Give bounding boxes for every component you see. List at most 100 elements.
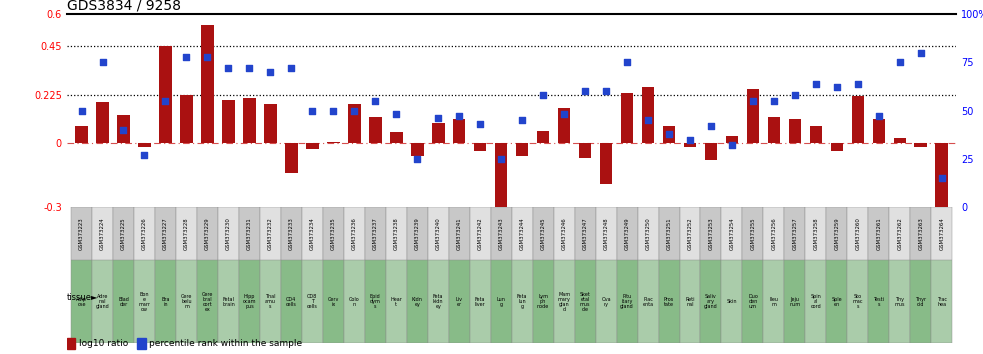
Text: GSM373254: GSM373254 xyxy=(729,217,734,250)
Text: GSM373237: GSM373237 xyxy=(373,217,377,250)
Text: percentile rank within the sample: percentile rank within the sample xyxy=(149,339,302,348)
Bar xyxy=(747,89,759,143)
Text: Cerv
ix: Cerv ix xyxy=(327,297,339,307)
Text: Lun
g: Lun g xyxy=(496,297,505,307)
Bar xyxy=(239,260,260,343)
Text: CD8
T
cells: CD8 T cells xyxy=(307,294,318,309)
Text: Thyr
oid: Thyr oid xyxy=(915,297,926,307)
Bar xyxy=(180,95,193,143)
Point xyxy=(388,112,404,117)
Text: Bon
e
marr
ow: Bon e marr ow xyxy=(139,292,150,312)
Bar xyxy=(788,119,801,143)
Text: GSM373244: GSM373244 xyxy=(520,217,525,250)
Bar xyxy=(847,260,868,343)
Bar xyxy=(134,207,155,260)
Point xyxy=(640,118,656,123)
Bar xyxy=(390,132,403,143)
Text: Thal
amu
s: Thal amu s xyxy=(264,294,276,309)
Bar xyxy=(428,207,448,260)
Point xyxy=(242,65,258,71)
Text: Adre
nal
gland: Adre nal gland xyxy=(95,294,109,309)
Point xyxy=(934,175,950,181)
Bar xyxy=(810,126,822,143)
Bar xyxy=(851,96,864,143)
Bar xyxy=(155,207,176,260)
Point xyxy=(493,156,509,162)
Bar xyxy=(139,143,150,147)
Point xyxy=(179,54,195,59)
Bar xyxy=(197,207,218,260)
Bar xyxy=(553,207,575,260)
Bar xyxy=(659,207,679,260)
Point xyxy=(892,59,907,65)
Bar xyxy=(701,207,722,260)
Bar xyxy=(428,260,448,343)
Point xyxy=(536,92,551,98)
Bar xyxy=(448,207,470,260)
Bar xyxy=(71,260,92,343)
Point xyxy=(200,54,215,59)
Point xyxy=(871,114,887,119)
Bar xyxy=(642,87,655,143)
Point xyxy=(913,50,929,56)
Bar xyxy=(890,260,910,343)
Point xyxy=(724,143,740,148)
Text: GSM373247: GSM373247 xyxy=(583,217,588,250)
Bar xyxy=(722,260,742,343)
Point xyxy=(451,114,467,119)
Point xyxy=(116,127,132,133)
Bar xyxy=(344,260,365,343)
Text: Ileu
m: Ileu m xyxy=(770,297,779,307)
Bar xyxy=(302,207,322,260)
Bar xyxy=(243,98,256,143)
Text: GSM373256: GSM373256 xyxy=(772,217,777,250)
Bar xyxy=(600,143,612,183)
Point xyxy=(599,88,614,94)
Bar xyxy=(511,207,533,260)
Point xyxy=(472,121,488,127)
Text: Blad
der: Blad der xyxy=(118,297,129,307)
Text: GSM373236: GSM373236 xyxy=(352,217,357,250)
Bar xyxy=(491,260,511,343)
Text: Adip
ose: Adip ose xyxy=(76,297,87,307)
Bar xyxy=(931,260,953,343)
Bar xyxy=(202,25,213,143)
Bar xyxy=(557,108,570,143)
Text: GSM373225: GSM373225 xyxy=(121,217,126,250)
Text: Lym
ph
node: Lym ph node xyxy=(537,294,549,309)
Bar xyxy=(260,207,281,260)
Text: GSM373241: GSM373241 xyxy=(457,217,462,250)
Text: GSM373245: GSM373245 xyxy=(541,217,546,250)
Point xyxy=(74,108,89,114)
Text: Cere
bral
cort
ex: Cere bral cort ex xyxy=(202,292,213,312)
Bar xyxy=(910,260,931,343)
Text: GSM373240: GSM373240 xyxy=(435,217,440,250)
Bar xyxy=(831,143,843,152)
Bar xyxy=(96,102,109,143)
Text: GSM373243: GSM373243 xyxy=(498,217,503,250)
Text: GSM373261: GSM373261 xyxy=(876,217,882,250)
Bar xyxy=(722,207,742,260)
Bar xyxy=(407,260,428,343)
Text: GSM373257: GSM373257 xyxy=(792,217,797,250)
Text: GSM373230: GSM373230 xyxy=(226,217,231,250)
Point xyxy=(745,98,761,104)
Point xyxy=(703,123,719,129)
Bar xyxy=(764,207,784,260)
Text: Sto
mac
s: Sto mac s xyxy=(852,294,863,309)
Text: Thy
mus: Thy mus xyxy=(895,297,905,307)
Bar xyxy=(176,207,197,260)
Text: GDS3834 / 9258: GDS3834 / 9258 xyxy=(67,0,181,13)
Bar xyxy=(322,260,344,343)
Text: Cere
belu
m: Cere belu m xyxy=(181,294,192,309)
Bar xyxy=(327,142,339,143)
Bar xyxy=(936,143,948,233)
Bar xyxy=(218,260,239,343)
Bar xyxy=(684,143,696,147)
Bar xyxy=(663,126,675,143)
Bar xyxy=(306,143,318,149)
Bar xyxy=(847,207,868,260)
Bar xyxy=(868,260,890,343)
Bar xyxy=(873,119,885,143)
Text: Reti
nal: Reti nal xyxy=(685,297,695,307)
